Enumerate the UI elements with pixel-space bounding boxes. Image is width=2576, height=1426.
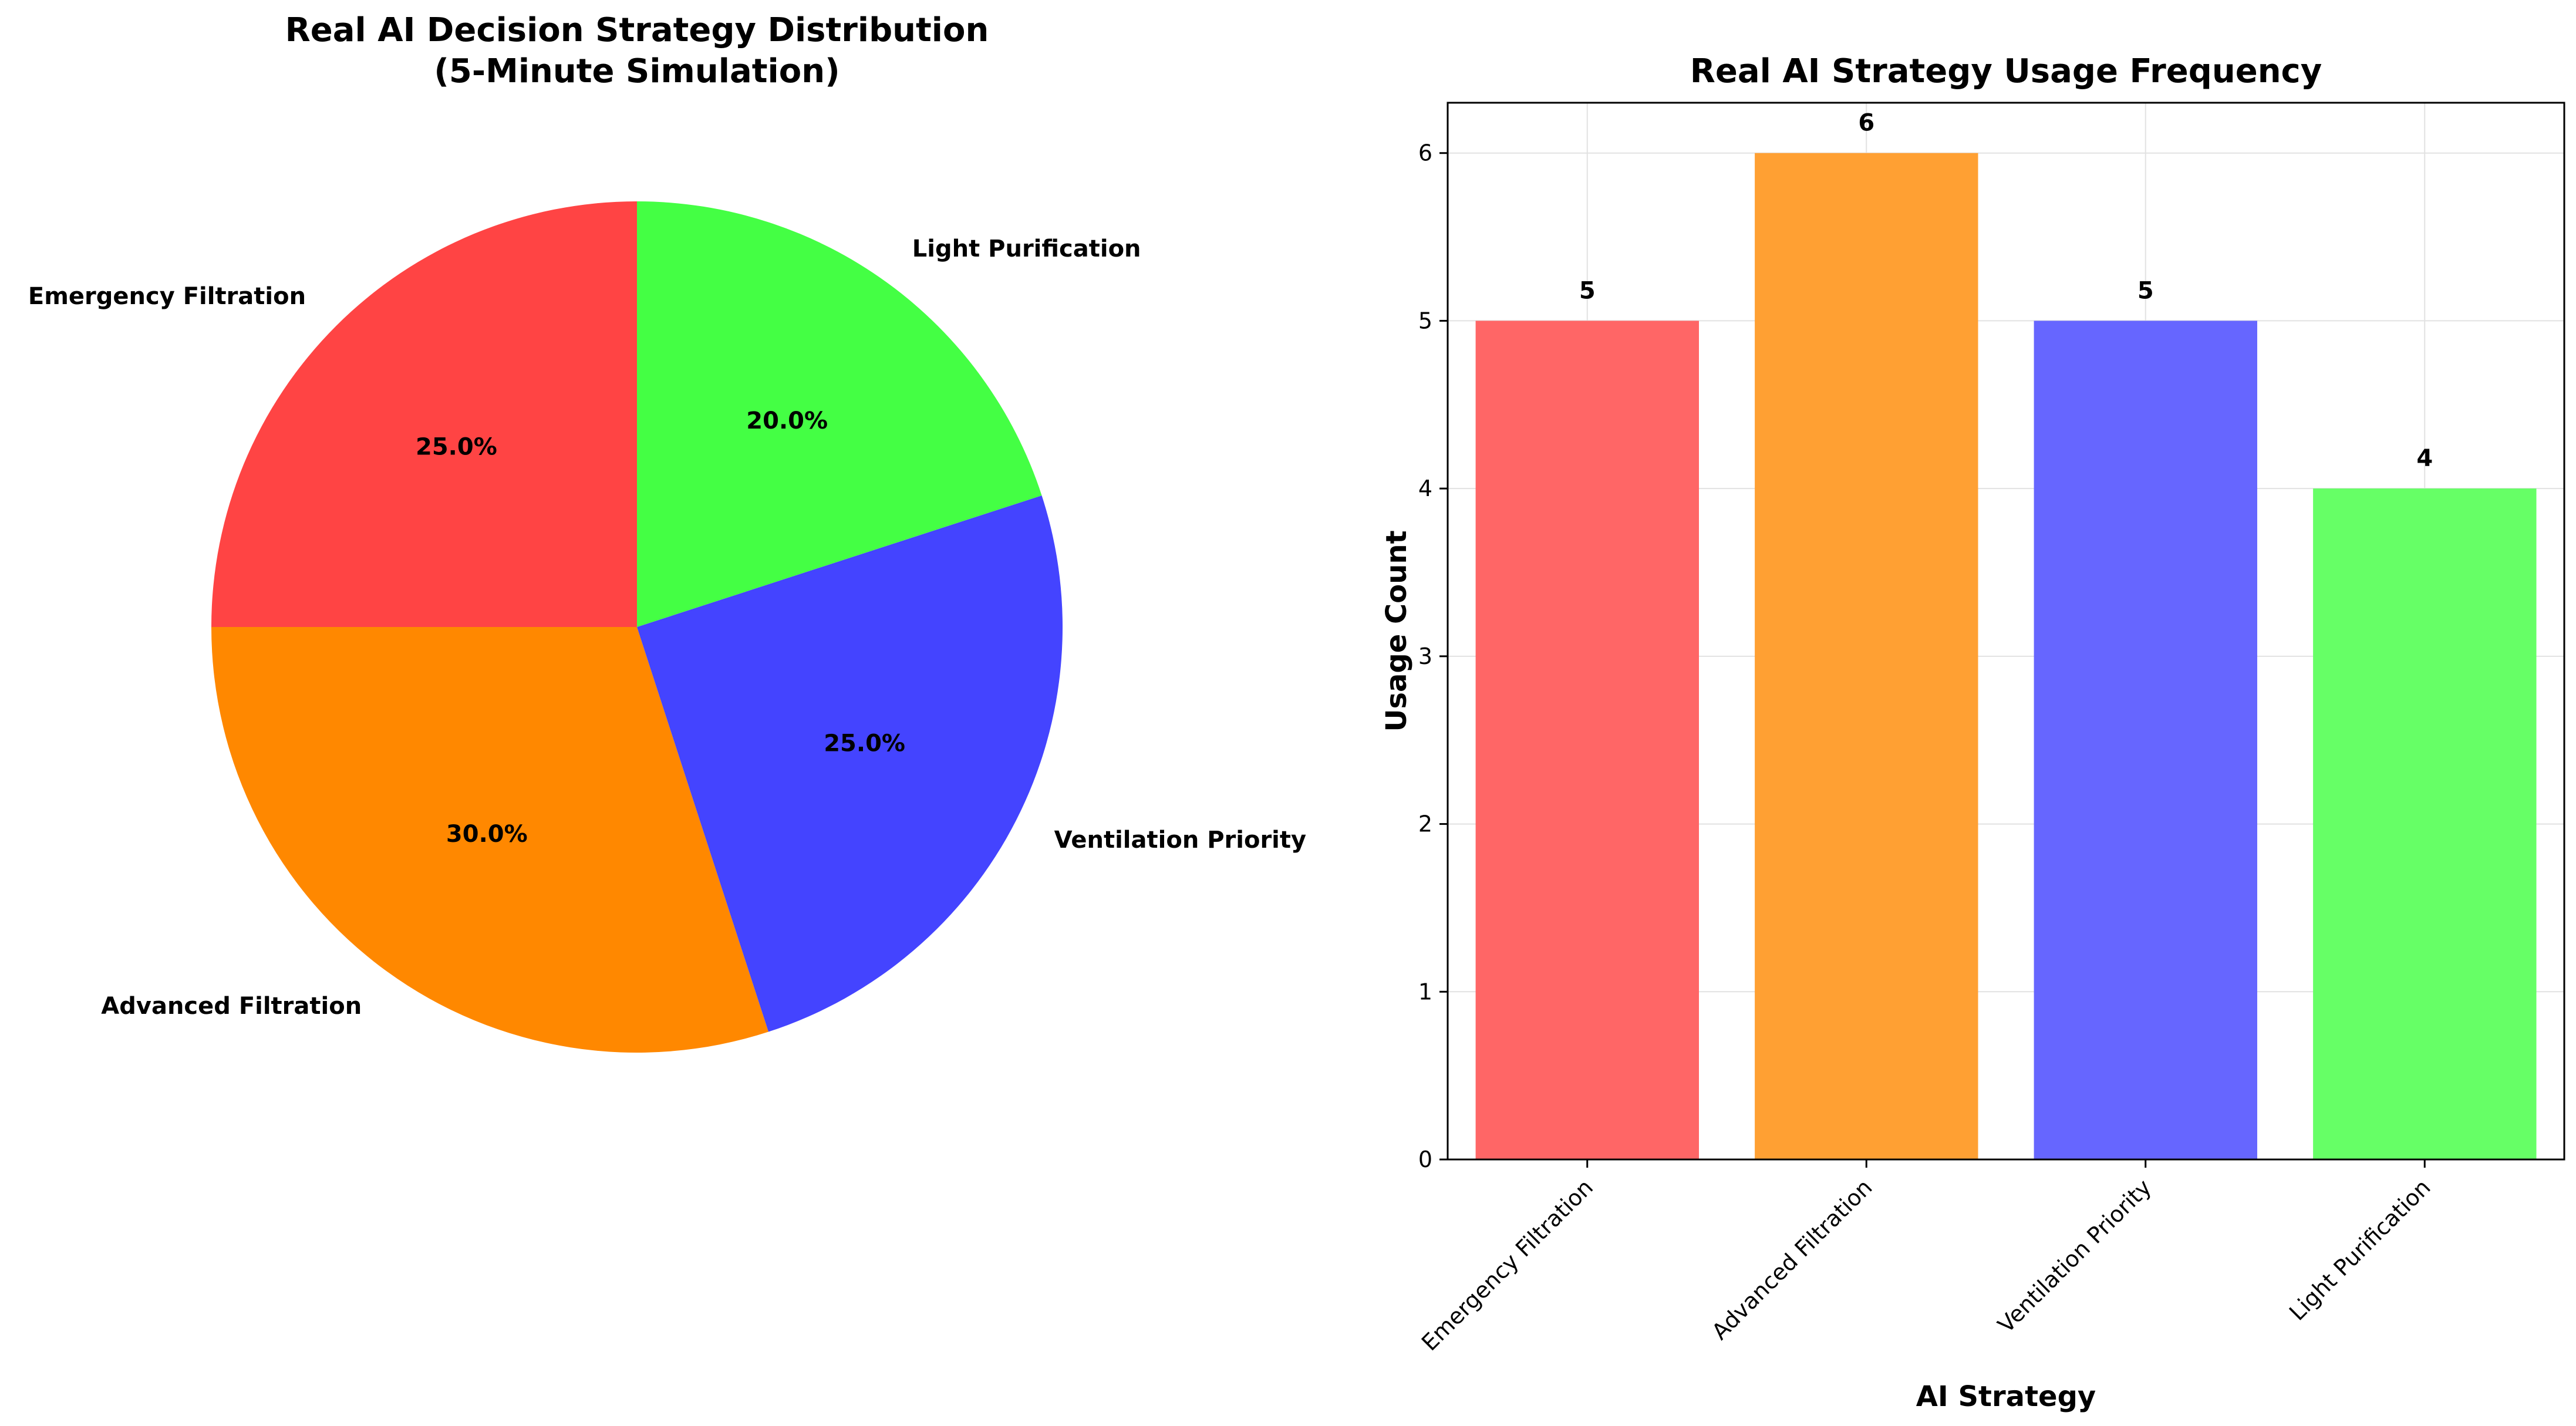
x-axis-label: AI Strategy xyxy=(1916,1380,2096,1413)
bar-emergency-filtration xyxy=(1475,321,1699,1159)
x-tick-label-emergency-filtration: Emergency Filtration xyxy=(1417,1174,1598,1356)
y-axis-label: Usage Count xyxy=(1380,530,1413,731)
bar-chart: Real AI Strategy Usage Frequency 5 6 5 4 0 1… xyxy=(1380,52,2565,1413)
y-tick-label: 3 xyxy=(1418,643,1432,669)
pie-percent-light-purification: 20.0% xyxy=(746,407,828,434)
pie-percent-advanced-filtration: 30.0% xyxy=(446,821,528,848)
pie-label-emergency-filtration: Emergency Filtration xyxy=(28,283,306,310)
y-tick-label: 0 xyxy=(1418,1147,1432,1172)
pie-percent-emergency-filtration: 25.0% xyxy=(416,433,497,460)
x-tick-label-light-purification: Light Purification xyxy=(2284,1174,2436,1326)
pie-percent-ventilation-priority: 25.0% xyxy=(824,730,905,757)
y-tick-label: 1 xyxy=(1418,979,1432,1004)
bar-value-label-advanced-filtration: 6 xyxy=(1858,110,1874,137)
pie-labels: 25.0% Emergency Filtration 30.0% Advanced F… xyxy=(28,235,1306,1020)
pie-label-light-purification: Light Purification xyxy=(912,235,1141,262)
bar-advanced-filtration xyxy=(1755,153,1978,1160)
pie-title: Real AI Decision Strategy Distribution (5… xyxy=(285,11,989,90)
y-tick-label: 4 xyxy=(1418,476,1432,501)
x-tick-label-advanced-filtration: Advanced Filtration xyxy=(1707,1174,1877,1344)
bar-ventilation-priority xyxy=(2034,321,2257,1159)
pie-slice-light-purification xyxy=(637,201,1042,627)
y-tick-label: 2 xyxy=(1418,811,1432,837)
bar-value-label-emergency-filtration: 5 xyxy=(1579,277,1596,304)
bar-light-purification xyxy=(2313,488,2537,1159)
x-tick-label-ventilation-priority: Ventilation Priority xyxy=(1993,1174,2157,1338)
pie-chart: Real AI Decision Strategy Distribution (5… xyxy=(28,11,1306,1053)
y-tick-label: 5 xyxy=(1418,308,1432,333)
pie-slices xyxy=(211,201,1063,1053)
pie-label-advanced-filtration: Advanced Filtration xyxy=(101,993,362,1020)
plot-frame xyxy=(1447,102,2565,1161)
bar-value-label-ventilation-priority: 5 xyxy=(2137,277,2154,304)
pie-label-ventilation-priority: Ventilation Priority xyxy=(1054,827,1307,854)
bar-value-label-light-purification: 4 xyxy=(2416,445,2433,472)
y-tick-label: 6 xyxy=(1418,140,1432,166)
pie-slice-emergency-filtration xyxy=(211,201,637,627)
pie-slice-ventilation-priority xyxy=(637,495,1063,1032)
bar-bars: 5 6 5 4 xyxy=(1475,110,2537,1160)
bar-title: Real AI Strategy Usage Frequency xyxy=(1690,52,2322,90)
pie-slice-advanced-filtration xyxy=(211,627,769,1053)
